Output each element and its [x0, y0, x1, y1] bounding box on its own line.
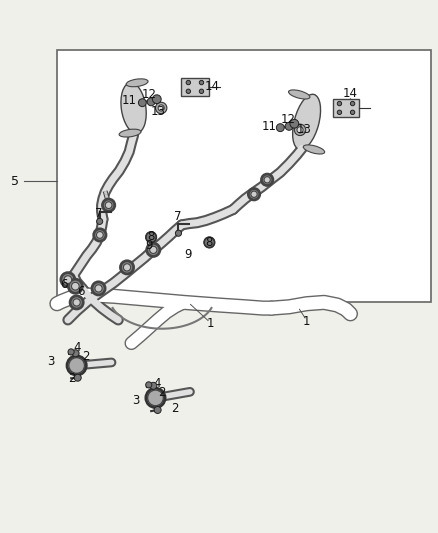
Circle shape — [71, 282, 79, 290]
Circle shape — [261, 174, 273, 185]
Text: 2: 2 — [68, 372, 76, 385]
Bar — [333, 99, 359, 117]
Circle shape — [186, 89, 191, 93]
Circle shape — [94, 229, 106, 241]
Circle shape — [68, 279, 82, 293]
Circle shape — [150, 246, 157, 254]
Circle shape — [350, 110, 355, 115]
Circle shape — [92, 282, 105, 295]
Text: 13: 13 — [150, 106, 165, 118]
Text: 12: 12 — [281, 114, 296, 126]
Circle shape — [155, 102, 167, 114]
Text: 4: 4 — [153, 377, 161, 390]
Text: 8: 8 — [206, 236, 213, 249]
Text: 9: 9 — [145, 239, 153, 252]
Text: 2: 2 — [171, 402, 179, 415]
Text: 2: 2 — [81, 350, 89, 363]
Circle shape — [264, 176, 270, 183]
Ellipse shape — [303, 145, 325, 154]
Text: 4: 4 — [73, 341, 81, 354]
Bar — [180, 78, 209, 96]
Circle shape — [72, 350, 79, 357]
Circle shape — [124, 264, 131, 271]
Text: 6: 6 — [60, 278, 67, 292]
Circle shape — [102, 199, 115, 211]
Circle shape — [276, 124, 284, 132]
Text: 3: 3 — [132, 394, 139, 407]
Text: 11: 11 — [262, 120, 277, 133]
Circle shape — [294, 124, 306, 135]
Text: 14: 14 — [205, 79, 220, 93]
Ellipse shape — [121, 83, 146, 133]
Circle shape — [150, 382, 157, 389]
Circle shape — [158, 105, 164, 111]
Ellipse shape — [289, 90, 310, 99]
Circle shape — [290, 119, 299, 128]
Circle shape — [337, 101, 342, 106]
Circle shape — [199, 80, 204, 85]
Text: 13: 13 — [297, 123, 312, 136]
Circle shape — [70, 296, 83, 309]
Circle shape — [64, 276, 72, 284]
Bar — [57, 50, 431, 302]
Circle shape — [175, 230, 181, 236]
Text: 9: 9 — [184, 248, 192, 261]
Circle shape — [146, 232, 156, 243]
Circle shape — [204, 237, 215, 248]
Circle shape — [147, 243, 160, 256]
Text: 11: 11 — [122, 94, 137, 108]
Circle shape — [199, 89, 204, 93]
Circle shape — [337, 110, 342, 115]
Circle shape — [68, 349, 74, 355]
Circle shape — [74, 374, 81, 381]
Text: 14: 14 — [343, 87, 358, 100]
Text: 6: 6 — [77, 285, 85, 298]
Ellipse shape — [126, 79, 148, 87]
Text: 7: 7 — [95, 207, 102, 221]
Circle shape — [120, 261, 134, 274]
Circle shape — [73, 299, 80, 306]
Circle shape — [148, 390, 163, 406]
Circle shape — [251, 191, 257, 197]
Text: 2: 2 — [158, 386, 166, 399]
Text: 5: 5 — [11, 175, 19, 188]
Circle shape — [154, 407, 161, 414]
Circle shape — [96, 219, 102, 224]
Text: 7: 7 — [173, 209, 181, 223]
Circle shape — [95, 285, 102, 292]
Circle shape — [138, 99, 146, 107]
Text: 1: 1 — [303, 315, 311, 328]
Text: 3: 3 — [47, 355, 54, 368]
Circle shape — [285, 123, 293, 130]
Text: 8: 8 — [148, 230, 155, 243]
Circle shape — [350, 101, 355, 106]
Circle shape — [146, 382, 152, 388]
Text: 12: 12 — [141, 88, 156, 101]
Text: 1: 1 — [206, 317, 214, 330]
Circle shape — [297, 127, 303, 133]
Circle shape — [69, 358, 85, 374]
Ellipse shape — [119, 129, 141, 137]
Circle shape — [105, 202, 112, 208]
Ellipse shape — [293, 94, 321, 150]
Circle shape — [96, 232, 103, 238]
Circle shape — [248, 189, 260, 200]
Circle shape — [186, 80, 191, 85]
Circle shape — [147, 98, 155, 106]
Circle shape — [152, 95, 161, 103]
Circle shape — [61, 273, 75, 287]
